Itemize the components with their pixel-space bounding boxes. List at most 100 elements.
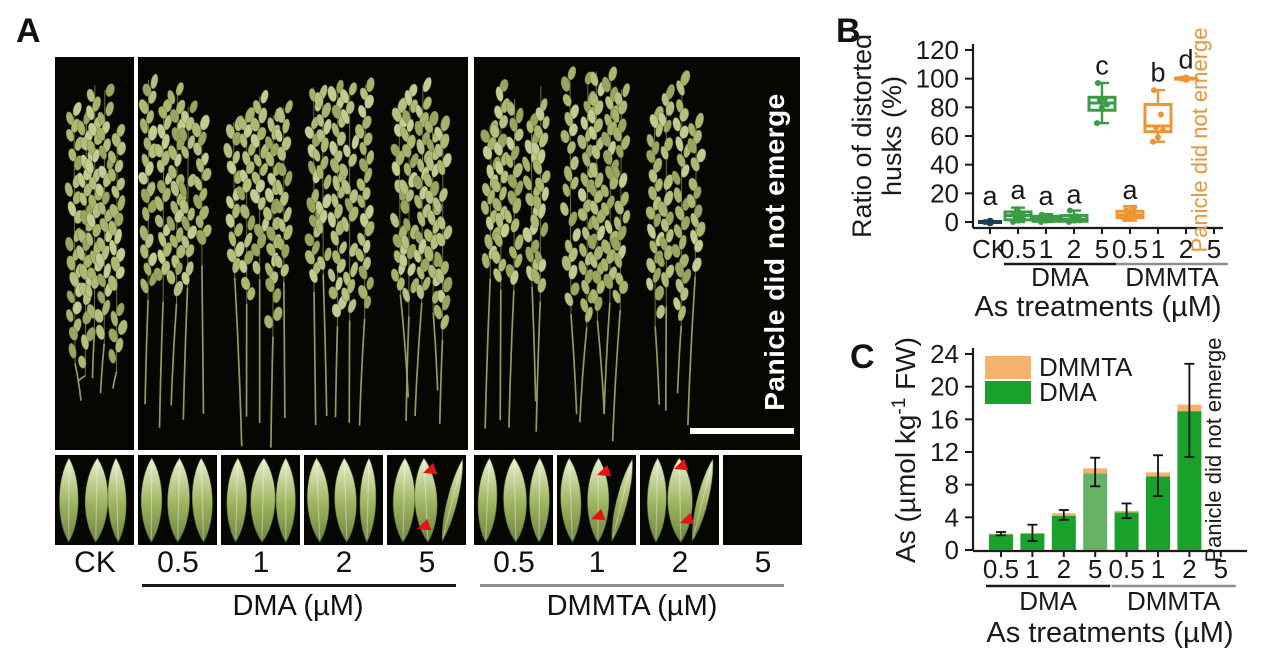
svg-text:c: c: [1095, 50, 1109, 80]
svg-text:2: 2: [1179, 234, 1193, 264]
svg-text:d: d: [1178, 45, 1193, 75]
husk-closeup-dmmta-2: [640, 455, 719, 545]
svg-text:0.5: 0.5: [983, 554, 1019, 584]
husk-closeup-dmmta-5-empty: [723, 455, 802, 545]
box-2-1: [1031, 211, 1061, 225]
panicle-did-not-emerge-text-c: Panicle did not emerge: [1201, 337, 1226, 562]
svg-text:a: a: [1066, 179, 1082, 209]
svg-text:DMA: DMA: [1039, 377, 1097, 407]
svg-text:5: 5: [1207, 234, 1221, 264]
svg-text:a: a: [982, 181, 998, 211]
svg-text:2: 2: [1057, 554, 1071, 584]
svg-text:100: 100: [916, 64, 959, 94]
svg-text:As treatments (µM): As treatments (µM): [986, 617, 1233, 649]
box-6-1: [1143, 87, 1173, 145]
svg-text:0: 0: [945, 535, 959, 565]
svg-text:40: 40: [930, 150, 959, 180]
svg-text:DMMTA: DMMTA: [1039, 352, 1133, 382]
svg-text:0.5: 0.5: [1109, 554, 1145, 584]
svg-text:2: 2: [1067, 234, 1081, 264]
svg-text:a: a: [1010, 175, 1026, 205]
svg-text:5: 5: [1088, 554, 1102, 584]
svg-text:12: 12: [930, 437, 959, 467]
svg-text:16: 16: [930, 404, 959, 434]
svg-text:80: 80: [930, 92, 959, 122]
box-0-CK: [978, 217, 1002, 227]
svg-text:DMA: DMA: [1031, 262, 1089, 292]
svg-text:husks (%): husks (%): [877, 76, 907, 196]
treatment-label-dma-5: 5: [418, 546, 436, 579]
svg-text:5: 5: [1214, 554, 1228, 584]
svg-text:DMMTA: DMMTA: [1127, 586, 1221, 616]
bar-4-0.5: [1114, 502, 1139, 550]
husk-closeup-dmmta-0_5: [474, 455, 553, 545]
svg-text:4: 4: [945, 502, 959, 532]
svg-text:1: 1: [1025, 554, 1039, 584]
svg-text:DMMTA: DMMTA: [1125, 262, 1219, 292]
treatment-label-dma-0_5: 0.5: [157, 546, 199, 579]
panicle-photo-ck: [55, 57, 134, 450]
scale-bar: [690, 428, 794, 434]
box-7-2: [1174, 74, 1198, 83]
svg-text:8: 8: [945, 470, 959, 500]
panel-a-label: A: [16, 12, 41, 50]
bar-2-2: [1051, 509, 1076, 550]
svg-text:As (µmol kg-1 FW): As (µmol kg-1 FW): [889, 337, 921, 563]
panicle-photo-dmmta: Panicle did not emerge: [474, 57, 800, 450]
bar-0-0.5: [989, 531, 1013, 550]
svg-text:As treatments (µM): As treatments (µM): [974, 291, 1221, 323]
husk-closeup-dma-5: [387, 455, 466, 545]
svg-text:b: b: [1150, 58, 1165, 88]
svg-text:1: 1: [1039, 234, 1053, 264]
panel-c-label: C: [850, 338, 875, 376]
husk-closeup-dmmta-1: [557, 455, 636, 545]
distorted-husk-arrow-icon: [417, 518, 432, 531]
svg-text:a: a: [1122, 175, 1138, 205]
svg-text:Ratio of distorted: Ratio of distorted: [847, 34, 877, 238]
svg-text:2: 2: [1182, 554, 1196, 584]
svg-text:5: 5: [1095, 234, 1109, 264]
box-1-0.5: [1003, 206, 1033, 225]
bar-6-2: [1177, 362, 1202, 550]
svg-text:20: 20: [930, 178, 959, 208]
treatment-label-dmmta-1: 1: [588, 546, 606, 579]
distorted-husk-arrow-icon: [674, 458, 689, 471]
treatment-label-dmmta-0_5: 0.5: [493, 546, 535, 579]
panicle-did-not-emerge-text-a: Panicle did not emerge: [759, 93, 790, 411]
husk-closeup-dma-1: [221, 455, 300, 545]
box-5-0.5: [1115, 204, 1145, 223]
svg-text:1: 1: [1151, 554, 1165, 584]
dma-group-label: DMA (µM): [232, 590, 364, 622]
svg-text:24: 24: [930, 339, 959, 369]
svg-text:60: 60: [930, 121, 959, 151]
distorted-husk-arrow-icon: [591, 508, 606, 521]
dmmta-group-underline: [480, 584, 784, 587]
box-3-2: [1059, 207, 1089, 225]
svg-text:1: 1: [1151, 234, 1165, 264]
treatment-label-dmmta-5: 5: [754, 546, 772, 579]
husk-closeup-dma-0_5: [138, 455, 217, 545]
treatment-label-dma-1: 1: [252, 546, 270, 579]
distorted-husk-arrow-icon: [680, 512, 695, 525]
panicle-photo-dma: [138, 57, 468, 450]
husk-closeup-ck: [55, 455, 134, 545]
svg-text:0: 0: [945, 207, 959, 237]
dma-group-underline: [142, 584, 456, 587]
bar-1-1: [1020, 523, 1045, 550]
dmmta-group-label: DMMTA (µM): [546, 590, 718, 622]
box-4-5: [1087, 79, 1117, 127]
svg-text:20: 20: [930, 372, 959, 402]
bar-5-1: [1146, 454, 1170, 550]
panicle-did-not-emerge-text-b: Panicle did not emerge: [1187, 27, 1212, 252]
husk-closeup-dma-2: [304, 455, 383, 545]
svg-text:0.5: 0.5: [1000, 234, 1036, 264]
treatment-label-ck: CK: [74, 546, 116, 579]
treatment-label-dma-2: 2: [335, 546, 353, 579]
svg-text:0.5: 0.5: [1112, 234, 1148, 264]
panel-b-label: B: [836, 12, 861, 50]
svg-text:120: 120: [916, 35, 959, 65]
